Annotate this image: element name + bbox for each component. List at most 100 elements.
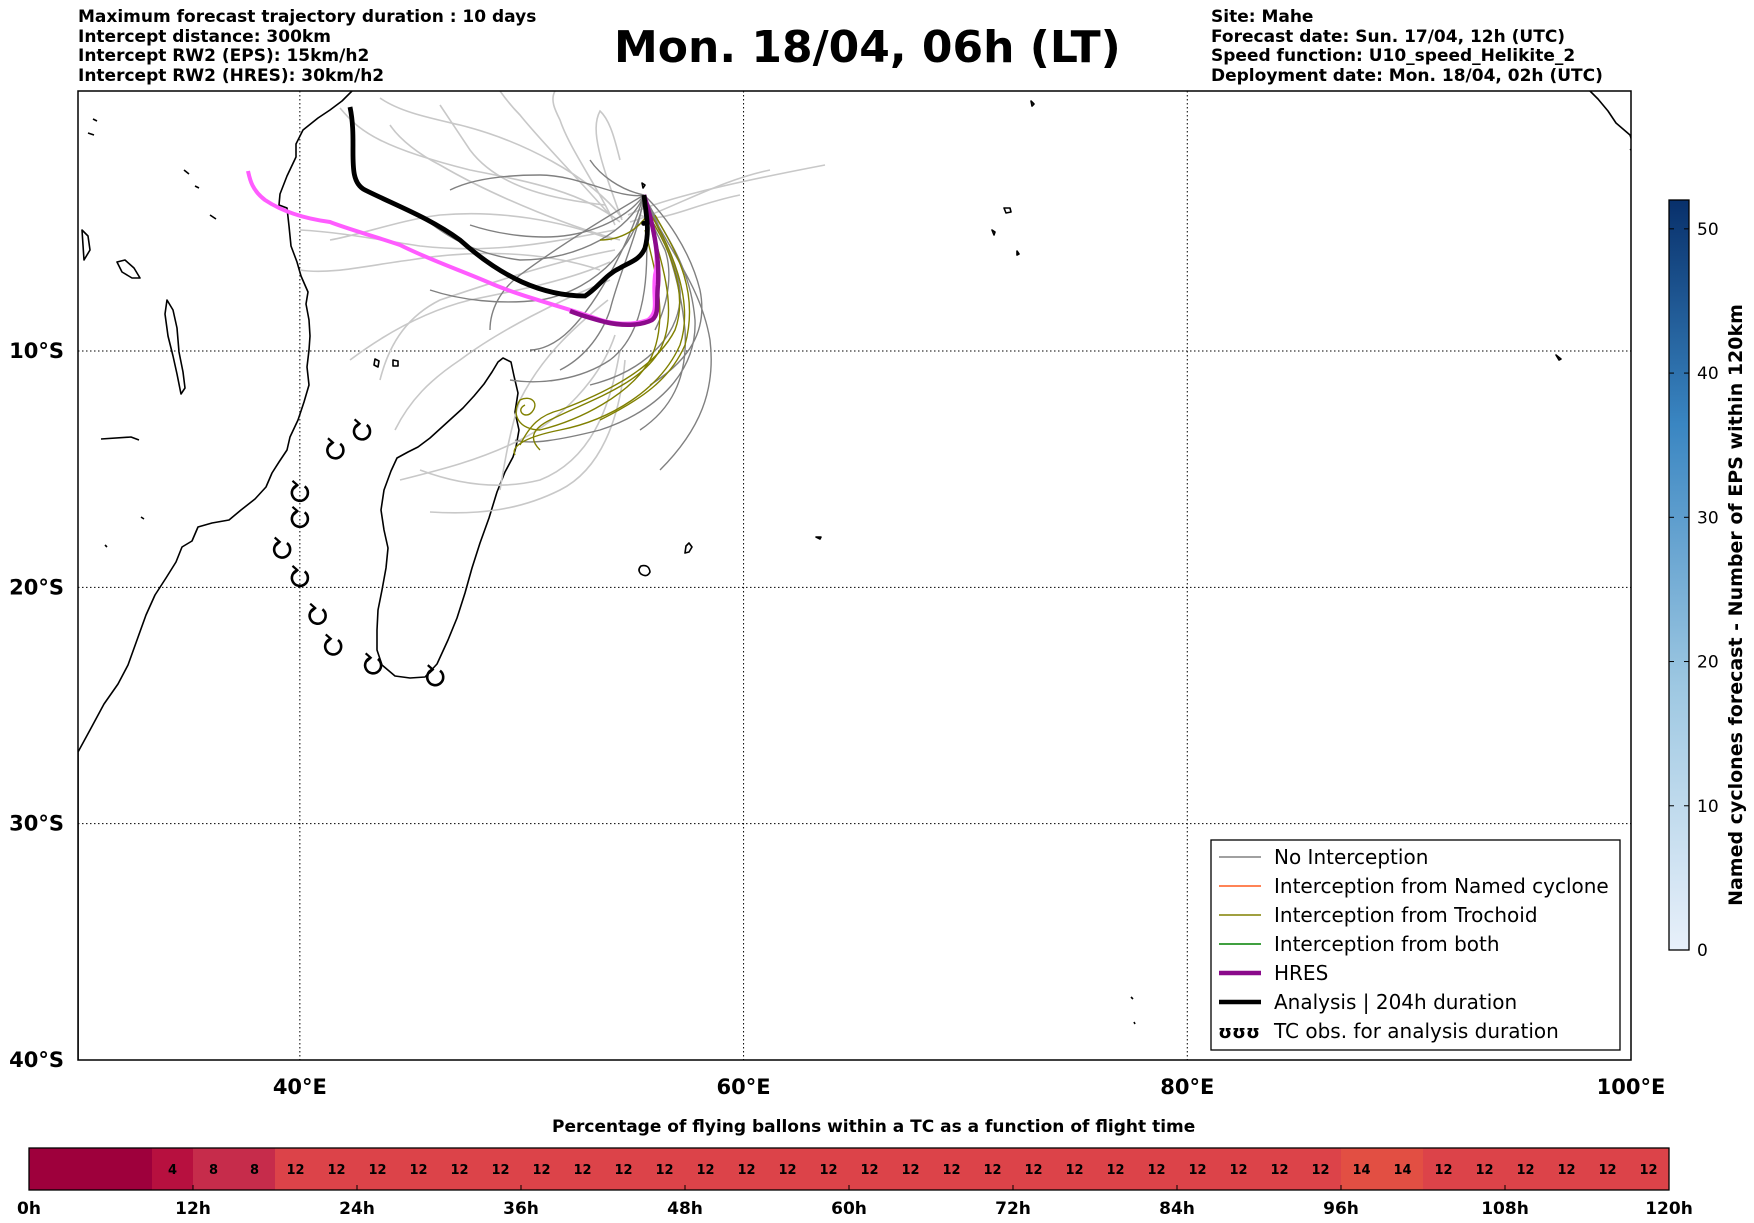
timeline-cell xyxy=(193,1148,235,1190)
timeline-tick-label: 48h xyxy=(667,1199,703,1219)
site-mahe-marker xyxy=(641,220,647,226)
timeline-cell xyxy=(275,1148,317,1190)
timeline-cell-value: 12 xyxy=(327,1163,345,1178)
timeline-cell-value: 12 xyxy=(491,1163,509,1178)
lat-tick-label: 30°S xyxy=(9,812,64,836)
timeline-cell-value: 12 xyxy=(860,1163,878,1178)
timeline-cell-value: 12 xyxy=(1106,1163,1124,1178)
timeline-cell-value: 12 xyxy=(286,1163,304,1178)
timeline-cell-value: 12 xyxy=(696,1163,714,1178)
map-frame xyxy=(77,90,1632,1061)
rodrigues-island xyxy=(815,536,822,540)
timeline-cell xyxy=(1218,1148,1260,1190)
tc-obs-icon xyxy=(272,536,292,559)
colorbar: 0 10 20 30 40 50 Named cyclones forecast - Num… xyxy=(1668,199,1747,961)
analysis-trajectory xyxy=(347,106,650,299)
forecast-date-text: Forecast date: Sun. 17/04, 12h (UTC) xyxy=(1211,26,1566,47)
timeline-cell xyxy=(1546,1148,1588,1190)
maldives-island xyxy=(1030,100,1035,107)
timeline-cell xyxy=(439,1148,481,1190)
timeline-tick-label: 108h xyxy=(1481,1199,1529,1219)
timeline-tick-label: 96h xyxy=(1323,1199,1359,1219)
colorbar-tick-label: 20 xyxy=(1697,653,1719,673)
colorbar-tick-label: 40 xyxy=(1697,364,1719,384)
mauritius-island xyxy=(684,542,693,554)
timeline-cell xyxy=(152,1148,194,1190)
legend-label: Interception from Trochoid xyxy=(1274,903,1538,927)
legend-symbol: ʊʊʊ xyxy=(1218,1022,1260,1043)
timeline-cell xyxy=(931,1148,973,1190)
timeline-cell xyxy=(1341,1148,1383,1190)
legend-label: No Interception xyxy=(1274,845,1428,869)
intercept-hres-text: Intercept RW2 (HRES): 30km/h2 xyxy=(78,65,385,86)
timeline-cell xyxy=(521,1148,563,1190)
legend-item: Analysis | 204h duration xyxy=(1219,990,1517,1014)
timeline-cell-value: 12 xyxy=(1065,1163,1083,1178)
timeline-cell-value: 12 xyxy=(1024,1163,1042,1178)
timeline-cell xyxy=(70,1148,112,1190)
colorbar-tick-label: 50 xyxy=(1697,220,1719,240)
colorbar-tick-label: 0 xyxy=(1697,941,1708,961)
graticule xyxy=(78,91,1631,1060)
lat-tick-label: 10°S xyxy=(9,339,64,363)
legend-item: Interception from Named cyclone xyxy=(1219,874,1609,898)
timeline-cell xyxy=(316,1148,358,1190)
sumatra-coast xyxy=(1589,91,1631,151)
legend-item: HRES xyxy=(1219,961,1328,985)
timeline-cell-value: 12 xyxy=(1270,1163,1288,1178)
timeline-cell-value: 12 xyxy=(409,1163,427,1178)
timeline-tick-label: 36h xyxy=(503,1199,539,1219)
hres-trajectory xyxy=(569,194,661,327)
timeline-cell xyxy=(644,1148,686,1190)
timeline-cell xyxy=(849,1148,891,1190)
legend: No Interception Interception from Named c… xyxy=(1210,839,1621,1051)
colorbar-label: Named cyclones forecast - Number of EPS … xyxy=(1725,304,1747,906)
timeline-cell xyxy=(1136,1148,1178,1190)
timeline-tick-label: 120h xyxy=(1645,1199,1693,1219)
page-title: Mon. 18/04, 06h (LT) xyxy=(614,22,1121,73)
timeline-bar: 4 8 8 12 12 12 12 12 12 12 12 12 12 12 12 12 12 12 12 12 12 1… xyxy=(17,1147,1693,1219)
colorbar-gradient xyxy=(1668,199,1690,951)
timeline-cell-value: 12 xyxy=(450,1163,468,1178)
timeline-tick-label: 72h xyxy=(995,1199,1031,1219)
legend-label: TC obs. for analysis duration xyxy=(1273,1019,1559,1043)
legend-label: Analysis | 204h duration xyxy=(1274,990,1517,1014)
timeline-cell xyxy=(111,1148,153,1190)
timeline-cell xyxy=(357,1148,399,1190)
timeline-cell xyxy=(1095,1148,1137,1190)
legend-item: Interception from Trochoid xyxy=(1219,903,1538,927)
timeline-cell-value: 12 xyxy=(368,1163,386,1178)
legend-box xyxy=(1210,839,1621,1051)
comoros-island xyxy=(373,358,380,368)
tc-obs-icon xyxy=(308,602,327,625)
timeline-cell xyxy=(767,1148,809,1190)
lat-tick-label: 40°S xyxy=(9,1048,64,1072)
timeline-cell-value: 8 xyxy=(250,1163,259,1178)
lon-tick-label: 60°E xyxy=(717,1075,771,1099)
longitude-labels: 40°E 60°E 80°E 100°E xyxy=(273,1075,1666,1099)
site-marker xyxy=(641,220,647,226)
trochoid-trajectories xyxy=(513,209,691,456)
timeline-tick-label: 24h xyxy=(339,1199,375,1219)
legend-item: ʊʊʊ TC obs. for analysis duration xyxy=(1218,1019,1559,1043)
timeline-cell xyxy=(1259,1148,1301,1190)
timeline-cell-value: 12 xyxy=(819,1163,837,1178)
timeline-cell-value: 12 xyxy=(1557,1163,1575,1178)
timeline-cell xyxy=(1505,1148,1547,1190)
seychelles-island xyxy=(641,182,646,189)
tc-obs-icon xyxy=(290,565,310,588)
faded-trajectories xyxy=(299,91,826,514)
header-right: Site: Mahe Forecast date: Sun. 17/04, 12… xyxy=(1211,7,1603,86)
timeline-cell xyxy=(29,1148,71,1190)
colorbar-tick-label: 30 xyxy=(1697,508,1719,528)
hres-alt-trajectory xyxy=(246,170,659,326)
timeline-tick-label: 12h xyxy=(175,1199,211,1219)
timeline-cell xyxy=(1054,1148,1096,1190)
timeline-cell xyxy=(1013,1148,1055,1190)
timeline-cell-value: 8 xyxy=(209,1163,218,1178)
legend-label: HRES xyxy=(1274,961,1328,985)
timeline-tick-label: 0h xyxy=(17,1199,41,1219)
intercept-eps-text: Intercept RW2 (EPS): 15km/h2 xyxy=(78,46,370,66)
mayotte-island xyxy=(392,359,399,367)
timeline-cell-value: 12 xyxy=(573,1163,591,1178)
